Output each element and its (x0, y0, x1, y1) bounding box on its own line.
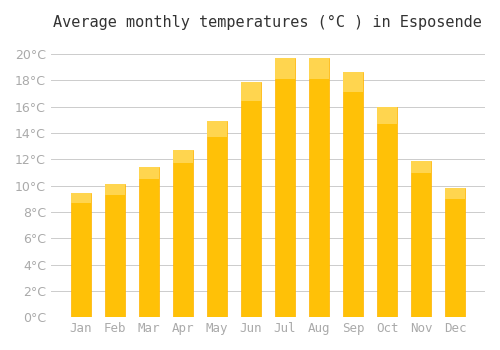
Bar (343, 72, 363, 92)
Bar (411, 161, 431, 173)
Bar (240, 82, 261, 317)
Bar (70, 194, 91, 203)
Bar (172, 150, 193, 317)
Bar (240, 82, 261, 100)
Bar (309, 58, 329, 317)
Bar (445, 188, 466, 198)
Bar (70, 194, 91, 317)
Bar (274, 58, 295, 317)
Bar (138, 167, 159, 317)
Bar (377, 107, 397, 317)
Bar (138, 167, 159, 179)
Bar (172, 150, 193, 163)
Bar (445, 188, 466, 317)
Bar (411, 161, 431, 317)
Bar (104, 184, 125, 317)
Bar (274, 58, 295, 79)
Bar (206, 121, 227, 137)
Bar (377, 107, 397, 124)
Bar (309, 58, 329, 79)
Bar (206, 121, 227, 317)
Bar (343, 72, 363, 317)
Title: Average monthly temperatures (°C ) in Esposende: Average monthly temperatures (°C ) in Es… (54, 15, 482, 30)
Bar (104, 184, 125, 195)
